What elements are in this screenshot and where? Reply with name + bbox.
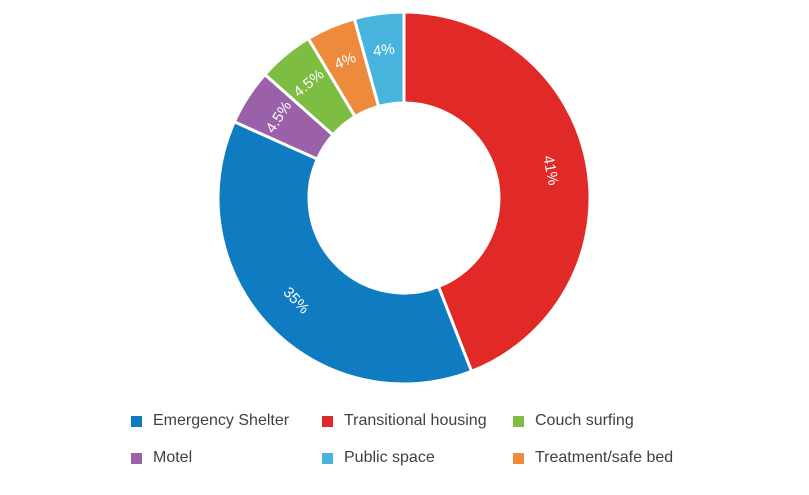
slice-label-transitional-housing: 41% [539, 154, 561, 187]
legend-label-treatment-safe-bed: Treatment/safe bed [535, 449, 674, 466]
legend-swatch-couch-surfing [513, 415, 524, 427]
legend-item-motel: Motel [131, 447, 192, 469]
legend-label-transitional-housing: Transitional housing [344, 412, 487, 429]
legend-label-couch-surfing: Couch surfing [535, 412, 634, 429]
legend-swatch-motel [131, 452, 142, 464]
legend-item-emergency-shelter: Emergency Shelter [131, 410, 289, 432]
legend-label-public-space: Public space [344, 449, 435, 466]
legend-swatch-public-space [322, 452, 333, 464]
legend-item-treatment-safe-bed: Treatment/safe bed [513, 447, 673, 469]
legend-item-public-space: Public space [322, 447, 435, 469]
legend-item-couch-surfing: Couch surfing [513, 410, 634, 432]
legend-swatch-treatment-safe-bed [513, 452, 524, 464]
legend-label-emergency-shelter: Emergency Shelter [153, 412, 290, 429]
donut-slices [216, 10, 592, 386]
slice-emergency-shelter [216, 120, 474, 386]
legend-label-motel: Motel [153, 449, 193, 466]
slice-transitional-housing [402, 10, 592, 373]
legend-swatch-transitional-housing [322, 415, 333, 427]
slice-label-public-space: 4% [372, 40, 396, 60]
slice-public-space [352, 10, 406, 108]
legend-swatch-emergency-shelter [131, 415, 142, 427]
legend-item-transitional-housing: Transitional housing [322, 410, 487, 432]
